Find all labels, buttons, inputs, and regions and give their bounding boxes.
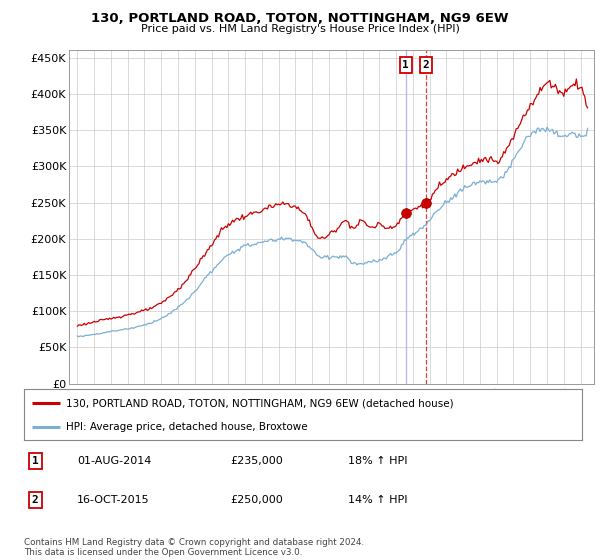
Text: 2: 2 — [423, 60, 430, 70]
Text: 14% ↑ HPI: 14% ↑ HPI — [347, 495, 407, 505]
Text: 2: 2 — [32, 495, 38, 505]
Text: HPI: Average price, detached house, Broxtowe: HPI: Average price, detached house, Brox… — [66, 422, 307, 432]
Text: 16-OCT-2015: 16-OCT-2015 — [77, 495, 149, 505]
Text: Price paid vs. HM Land Registry's House Price Index (HPI): Price paid vs. HM Land Registry's House … — [140, 24, 460, 34]
Text: 1: 1 — [403, 60, 409, 70]
Text: Contains HM Land Registry data © Crown copyright and database right 2024.
This d: Contains HM Land Registry data © Crown c… — [24, 538, 364, 557]
Text: 1: 1 — [32, 456, 38, 466]
Text: £250,000: £250,000 — [230, 495, 283, 505]
Text: 130, PORTLAND ROAD, TOTON, NOTTINGHAM, NG9 6EW (detached house): 130, PORTLAND ROAD, TOTON, NOTTINGHAM, N… — [66, 398, 454, 408]
Text: £235,000: £235,000 — [230, 456, 283, 466]
Text: 01-AUG-2014: 01-AUG-2014 — [77, 456, 151, 466]
Text: 18% ↑ HPI: 18% ↑ HPI — [347, 456, 407, 466]
Text: 130, PORTLAND ROAD, TOTON, NOTTINGHAM, NG9 6EW: 130, PORTLAND ROAD, TOTON, NOTTINGHAM, N… — [91, 12, 509, 25]
